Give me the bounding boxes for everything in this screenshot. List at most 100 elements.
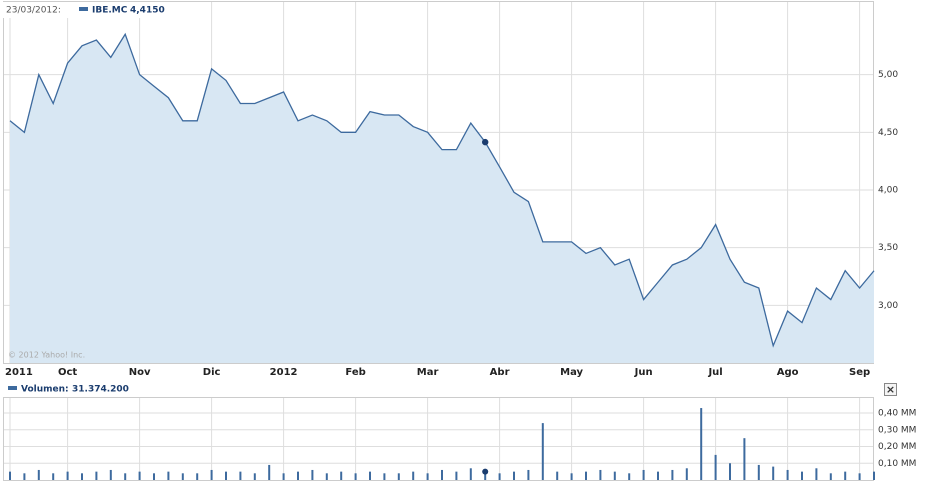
y-tick-label: 3,00	[878, 301, 898, 311]
x-tick-label: 2011	[5, 367, 33, 378]
x-tick-label: May	[560, 367, 583, 378]
volume-bar	[282, 473, 285, 480]
volume-bar	[369, 471, 371, 480]
x-tick-label: Sep	[849, 367, 870, 378]
volume-bar	[325, 473, 328, 480]
volume-panel	[3, 397, 874, 481]
close-icon[interactable]: ×	[886, 383, 895, 396]
volume-bar	[124, 473, 127, 480]
volume-bar	[66, 471, 69, 480]
volume-bar	[642, 469, 645, 480]
volume-bar	[81, 473, 83, 480]
volume-bar	[397, 473, 400, 480]
volume-bar	[743, 438, 746, 480]
volume-bar	[441, 469, 443, 480]
volume-bar	[772, 466, 775, 480]
volume-bar	[829, 473, 832, 480]
volume-bar	[613, 471, 616, 480]
x-tick-label: Oct	[58, 367, 77, 378]
marker-value: 4,4150	[130, 6, 165, 16]
x-tick-label: Abr	[490, 367, 510, 378]
volume-marker	[482, 468, 489, 475]
x-tick-label: 2012	[270, 367, 298, 378]
volume-bar	[426, 473, 429, 480]
y2-tick-label: 0,40 MM	[878, 409, 916, 419]
volume-bar	[455, 471, 458, 480]
volume-bar	[210, 469, 213, 480]
volume-bar	[628, 473, 631, 480]
volume-bar	[541, 423, 544, 480]
x-tick-label: Dic	[203, 367, 221, 378]
volume-bar	[23, 473, 26, 480]
x-tick-label: Feb	[345, 367, 365, 378]
volume-bar	[9, 471, 11, 480]
legend-swatch	[79, 7, 88, 11]
volume-bar	[37, 469, 40, 480]
volume-bar	[700, 408, 703, 480]
volume-bar	[484, 471, 487, 480]
y2-tick-label: 0,30 MM	[878, 425, 916, 435]
x-tick-label: Jun	[634, 367, 653, 378]
price-area	[10, 34, 874, 363]
volume-bar	[138, 471, 141, 480]
copyright: © 2012 Yahoo! Inc.	[8, 351, 85, 360]
volume-bar	[585, 471, 587, 480]
volume-bar	[527, 469, 530, 480]
price-line	[9, 32, 875, 348]
volume-bar	[757, 464, 760, 480]
volume-bar	[729, 463, 731, 480]
volume-bar	[685, 468, 688, 480]
volume-bar	[52, 473, 55, 480]
x-tick-label: Ago	[777, 367, 799, 378]
volume-bar	[268, 464, 271, 480]
volume-bar	[873, 471, 875, 480]
close-button[interactable]	[884, 383, 897, 396]
volume-bar	[786, 469, 789, 480]
volume-bar	[469, 468, 472, 480]
volume-bar	[412, 471, 415, 480]
volume-bar	[181, 473, 184, 480]
volume-bar	[556, 471, 559, 480]
volume-bar	[225, 471, 227, 480]
volume-bar	[671, 469, 674, 480]
volume-bar	[498, 473, 501, 480]
volume-bar	[815, 468, 818, 480]
marker-date: 23/03/2012:	[6, 6, 61, 16]
volume-bar	[844, 471, 847, 480]
volume-bar	[253, 473, 256, 480]
y-tick-label: 3,50	[878, 243, 898, 253]
volume-swatch	[8, 386, 17, 390]
x-tick-label: Nov	[129, 367, 151, 378]
volume-name: Volumen:	[21, 385, 69, 395]
volume-bar	[239, 471, 242, 480]
volume-bar	[858, 473, 861, 480]
y-tick-label: 4,00	[878, 185, 898, 195]
volume-bar	[340, 471, 343, 480]
y2-tick-label: 0,10 MM	[878, 459, 916, 469]
volume-bar	[657, 471, 659, 480]
volume-bar	[95, 471, 98, 480]
volume-bar	[599, 469, 602, 480]
volume-bar	[714, 454, 717, 480]
volume-total: 31.374.200	[72, 385, 129, 395]
volume-bar	[297, 471, 299, 480]
volume-bar	[167, 471, 170, 480]
plot	[9, 32, 875, 480]
volume-bar	[513, 471, 515, 480]
volume-bar	[153, 473, 155, 480]
x-tick-label: Mar	[417, 367, 439, 378]
price-marker	[482, 138, 489, 146]
volume-bar	[570, 473, 573, 480]
volume-bar	[196, 473, 199, 480]
x-tick-label: Jul	[707, 367, 722, 378]
y-tick-label: 4,50	[878, 128, 898, 138]
y2-tick-label: 0,20 MM	[878, 442, 916, 452]
volume-bar	[383, 473, 386, 480]
volume-bar	[801, 471, 803, 480]
volume-bar	[311, 469, 314, 480]
y-tick-label: 5,00	[878, 70, 898, 80]
legend-name: IBE.MC	[92, 6, 128, 16]
volume-bar	[354, 473, 357, 480]
